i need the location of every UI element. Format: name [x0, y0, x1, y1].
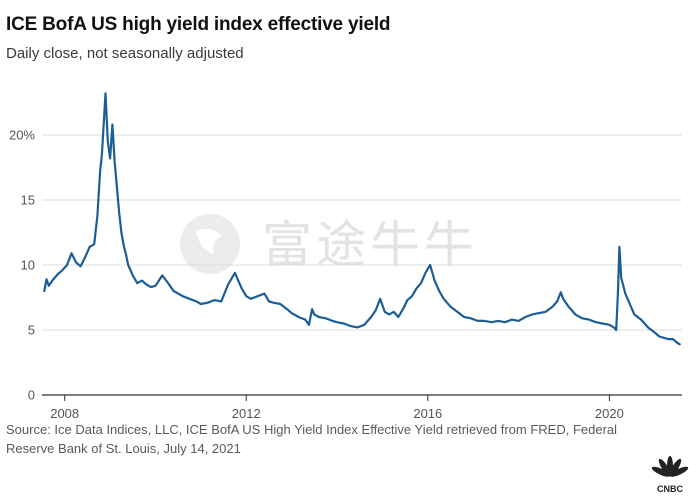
cnbc-logo: CNBC [651, 456, 689, 494]
chart-subtitle: Daily close, not seasonally adjusted [6, 45, 244, 62]
x-tick-label: 2016 [413, 406, 442, 421]
x-axis-ticks: 2008 2012 2016 2020 [50, 395, 624, 421]
y-tick-label: 20% [9, 128, 35, 143]
y-tick-label: 5 [28, 323, 35, 338]
y-tick-label: 0 [28, 388, 35, 403]
x-tick-label: 2012 [232, 406, 261, 421]
series-line [43, 92, 681, 346]
source-note: Source: Ice Data Indices, LLC, ICE BofA … [6, 422, 618, 456]
watermark: 富途牛牛 [180, 214, 478, 274]
x-tick-label: 2020 [595, 406, 624, 421]
nbc-peacock-icon [651, 456, 689, 477]
watermark-logo-swirl [196, 228, 222, 254]
y-tick-label: 10 [21, 258, 35, 273]
x-tick-label: 2008 [50, 406, 79, 421]
cnbc-logo-text: CNBC [657, 484, 683, 494]
y-axis-ticks: 0 5 10 15 20% [9, 128, 35, 403]
watermark-text: 富途牛牛 [262, 216, 478, 274]
y-tick-label: 15 [21, 193, 35, 208]
grid-lines [42, 134, 682, 331]
chart-title: ICE BofA US high yield index effective y… [6, 14, 391, 35]
